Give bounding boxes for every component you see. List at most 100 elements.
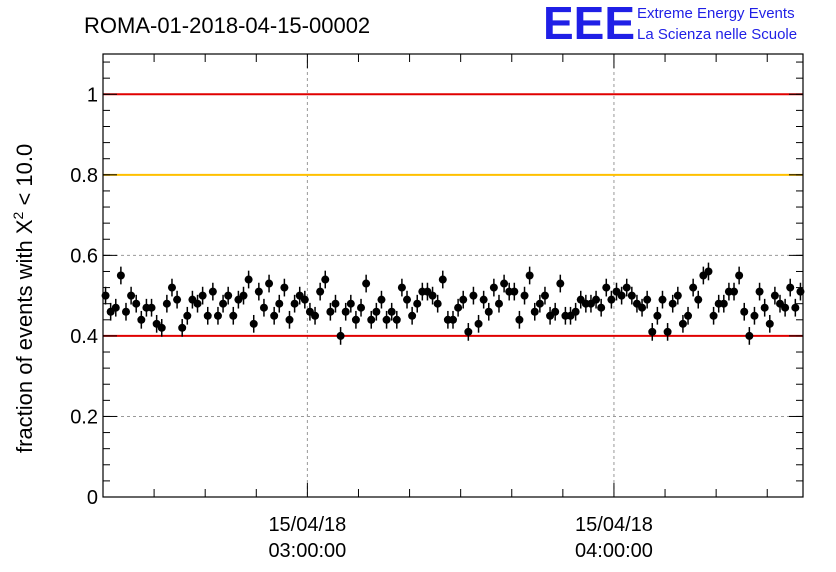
data-marker xyxy=(137,315,146,324)
data-marker xyxy=(648,327,657,336)
data-marker xyxy=(689,283,698,292)
data-marker xyxy=(300,295,309,304)
data-point xyxy=(346,294,355,313)
data-marker xyxy=(213,311,222,320)
data-point xyxy=(627,286,636,305)
data-marker xyxy=(643,295,652,304)
data-point xyxy=(285,310,294,329)
data-marker xyxy=(658,295,667,304)
y-tick-label: 0.4 xyxy=(70,326,98,348)
x-tick-label-date: 15/04/18 xyxy=(268,514,346,536)
data-point xyxy=(224,286,233,305)
data-point xyxy=(300,290,309,309)
data-marker xyxy=(678,319,687,328)
data-point xyxy=(367,310,376,329)
data-point xyxy=(137,310,146,329)
data-point xyxy=(208,282,217,301)
data-point xyxy=(147,298,156,317)
data-point xyxy=(403,290,412,309)
data-marker xyxy=(494,299,503,308)
data-marker xyxy=(259,303,268,312)
data-marker xyxy=(387,307,396,316)
data-marker xyxy=(704,267,713,276)
data-point xyxy=(489,278,498,297)
data-point xyxy=(433,294,442,313)
y-tick-label: 0.8 xyxy=(70,165,98,187)
data-marker xyxy=(178,323,187,332)
data-marker xyxy=(474,319,483,328)
data-point xyxy=(684,306,693,325)
data-point xyxy=(464,323,473,341)
data-point xyxy=(413,294,422,313)
data-marker xyxy=(224,291,233,300)
data-marker xyxy=(760,303,769,312)
data-point xyxy=(755,282,764,301)
data-marker xyxy=(173,295,182,304)
data-marker xyxy=(341,307,350,316)
data-marker xyxy=(157,323,166,332)
data-marker xyxy=(413,299,422,308)
data-marker xyxy=(254,287,263,296)
data-point xyxy=(132,294,141,313)
plot-frame xyxy=(102,53,804,498)
data-marker xyxy=(694,295,703,304)
data-point xyxy=(704,262,713,281)
data-point xyxy=(781,298,790,317)
data-marker xyxy=(121,307,130,316)
data-marker xyxy=(147,303,156,312)
data-marker xyxy=(484,307,493,316)
data-point xyxy=(694,290,703,309)
data-point xyxy=(121,302,130,321)
data-point xyxy=(469,286,478,305)
data-marker xyxy=(755,287,764,296)
data-marker xyxy=(449,315,457,324)
data-point xyxy=(377,290,386,309)
data-marker xyxy=(673,291,682,300)
data-marker xyxy=(520,291,529,300)
data-marker xyxy=(203,311,212,320)
data-marker xyxy=(351,315,360,324)
data-point xyxy=(617,286,626,305)
data-point xyxy=(592,290,601,309)
data-marker xyxy=(367,315,376,324)
data-marker xyxy=(556,279,565,288)
data-point xyxy=(678,314,687,333)
data-point xyxy=(203,306,212,325)
data-marker xyxy=(735,271,744,280)
data-marker xyxy=(479,295,488,304)
data-point xyxy=(357,298,366,317)
y-tick-label: 0.2 xyxy=(70,406,98,428)
data-marker xyxy=(162,299,171,308)
data-marker xyxy=(684,311,693,320)
data-marker xyxy=(515,315,524,324)
data-point xyxy=(219,294,228,313)
data-point xyxy=(479,290,488,309)
data-point xyxy=(556,274,565,293)
data-marker xyxy=(372,307,381,316)
data-point xyxy=(653,306,662,325)
data-point xyxy=(658,290,667,309)
data-point xyxy=(735,266,744,285)
data-marker xyxy=(208,287,217,296)
data-point xyxy=(116,266,125,285)
data-marker xyxy=(622,283,631,292)
data-point xyxy=(454,298,463,317)
data-marker xyxy=(326,307,335,316)
data-marker xyxy=(638,303,647,312)
data-marker xyxy=(464,327,473,336)
data-point xyxy=(648,323,657,341)
data-marker xyxy=(244,275,253,284)
data-marker xyxy=(311,311,320,320)
data-marker xyxy=(592,295,601,304)
y-axis-label: fraction of events with X2 < 10.0 xyxy=(10,144,37,453)
data-point xyxy=(392,310,401,329)
data-marker xyxy=(229,311,238,320)
data-point xyxy=(765,314,774,333)
data-point xyxy=(525,266,534,285)
data-point xyxy=(239,286,248,305)
data-marker xyxy=(765,319,774,328)
data-marker xyxy=(740,307,749,316)
data-marker xyxy=(265,279,274,288)
data-point xyxy=(408,306,417,325)
data-marker xyxy=(745,331,754,340)
